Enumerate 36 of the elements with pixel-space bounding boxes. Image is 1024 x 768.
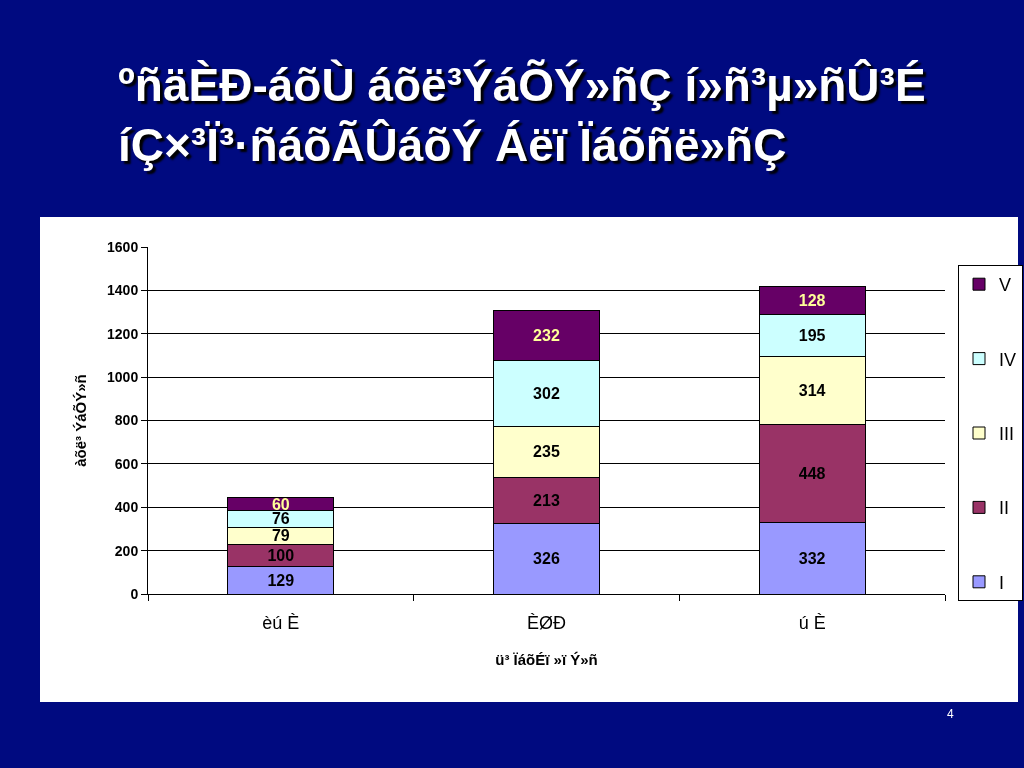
data-label: 79 (271, 527, 290, 545)
x-tick-label: èú È (262, 612, 300, 633)
data-label: 100 (267, 546, 295, 564)
data-label: 302 (533, 384, 560, 402)
x-axis-title: ü³ ÏáõÉï »ï Ý»ñ (495, 650, 598, 668)
y-tick-label: 1200 (107, 325, 139, 342)
data-label: 448 (798, 464, 826, 482)
data-label: 332 (798, 549, 826, 567)
data-label: 60 (271, 495, 290, 513)
y-tick-label: 200 (114, 542, 139, 559)
chart-title: ºñäÈÐ-áõÙ áõë³ÝáÕÝ»ñÇ í»ñ³µ»ñÛ³É íÇ×³Ï³·ñáõÃÛáõÝ Áëï Ïáõñë»ñÇ (118, 59, 926, 171)
data-label: 232 (533, 326, 560, 344)
legend-label: IV (999, 349, 1017, 370)
data-label: 213 (533, 491, 560, 509)
data-label: 195 (798, 327, 826, 345)
data-label: 314 (798, 382, 826, 400)
data-label: 128 (798, 292, 826, 310)
y-tick-label: 600 (114, 455, 139, 472)
y-tick-label: 1600 (107, 238, 139, 255)
y-tick-label: 1400 (107, 282, 139, 299)
data-label: 235 (533, 443, 560, 461)
y-tick-label: 800 (114, 412, 139, 429)
x-tick-label: ú È (798, 612, 826, 633)
data-label: 76 (271, 510, 290, 528)
data-label: 326 (533, 550, 560, 568)
text: 4 (947, 707, 954, 721)
y-tick-label: 1000 (107, 369, 139, 386)
y-tick-label: 400 (114, 499, 139, 516)
legend-label: III (999, 424, 1015, 445)
legend-label: I (999, 572, 1005, 593)
x-tick-label: ÈØÐ (526, 612, 567, 633)
data-label: 129 (267, 571, 295, 589)
legend-label: II (999, 498, 1010, 519)
legend-label: V (999, 275, 1012, 296)
y-tick-label: 0 (130, 585, 139, 602)
y-axis-title: àõë³ ÝáÕÝ»ñ (72, 374, 90, 467)
